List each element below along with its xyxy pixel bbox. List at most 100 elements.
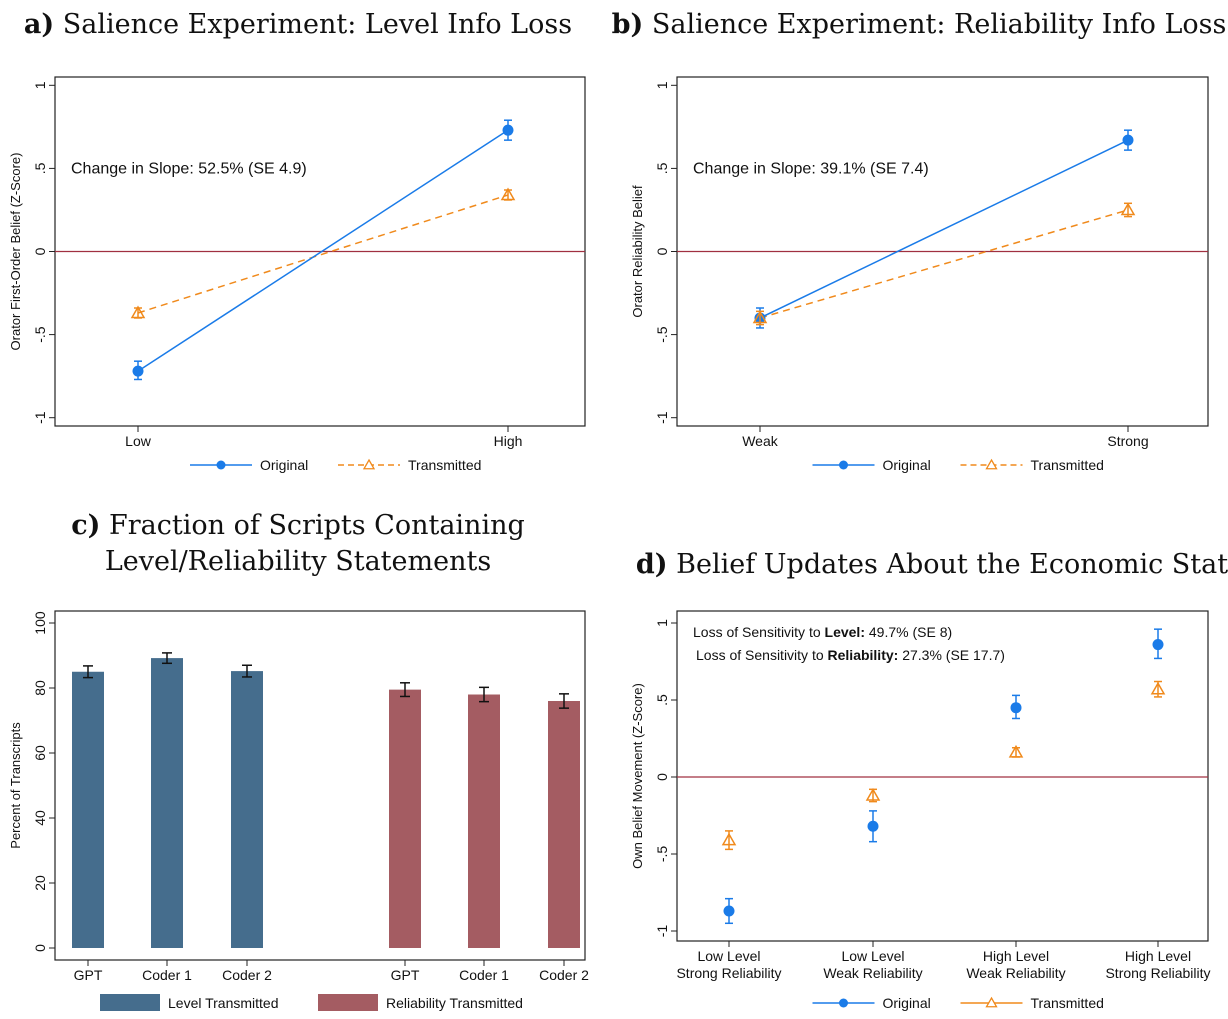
plot-frame bbox=[54, 610, 586, 961]
y-tick-label: 1 bbox=[32, 81, 48, 89]
transmitted-point bbox=[721, 832, 737, 846]
plot-frame bbox=[676, 610, 1209, 942]
y-tick-label: 60 bbox=[32, 745, 48, 761]
legend-swatch-level bbox=[100, 994, 160, 1011]
chart-title-line2: Level/Reliability Statements bbox=[105, 546, 491, 577]
y-tick-label: .5 bbox=[32, 162, 48, 174]
x-tick-label: Coder 1 bbox=[142, 967, 192, 983]
title-text: Fraction of Scripts Containing bbox=[100, 510, 524, 541]
x-tick-label: High bbox=[494, 433, 523, 449]
original-point bbox=[723, 905, 735, 917]
annotation-bold: Reliability: bbox=[828, 647, 899, 663]
reliability-bar bbox=[468, 694, 500, 948]
title-text: Belief Updates About the Economic State bbox=[668, 549, 1228, 580]
x-tick-label: GPT bbox=[391, 967, 420, 983]
x-tick-label: Strong bbox=[1107, 433, 1148, 449]
legend-marker-transmitted bbox=[985, 458, 998, 470]
x-tick-label: GPT bbox=[74, 967, 103, 983]
x-tick-label-line1: High Level bbox=[1125, 948, 1191, 964]
y-axis-label: Orator Reliability Belief bbox=[630, 185, 645, 318]
panel-letter: c) bbox=[71, 510, 100, 541]
legend-label-original: Original bbox=[260, 457, 308, 473]
transmitted-point bbox=[500, 187, 516, 201]
x-tick-label: Coder 1 bbox=[459, 967, 509, 983]
y-tick-label: -1 bbox=[654, 925, 670, 938]
level-bar bbox=[151, 658, 183, 948]
reliability-bar bbox=[548, 701, 580, 948]
sensitivity-annotation: Loss of Sensitivity to Level: 49.7% (SE … bbox=[693, 624, 952, 640]
original-point bbox=[1152, 639, 1164, 651]
transmitted-line bbox=[137, 194, 509, 314]
original-point bbox=[867, 820, 879, 832]
slope-annotation: Change in Slope: 39.1% (SE 7.4) bbox=[693, 160, 929, 177]
legend-marker-original bbox=[839, 998, 848, 1008]
original-point bbox=[502, 124, 514, 136]
legend-label-transmitted: Transmitted bbox=[1031, 457, 1104, 473]
transmitted-point bbox=[1120, 202, 1136, 216]
annotation-bold: Level: bbox=[825, 624, 865, 640]
y-tick-label: 0 bbox=[654, 773, 670, 781]
y-tick-label: 1 bbox=[654, 619, 670, 627]
original-line bbox=[137, 129, 509, 372]
x-tick-label: Low bbox=[125, 433, 152, 449]
legend-swatch-reliability bbox=[318, 994, 378, 1011]
original-point bbox=[1010, 702, 1022, 714]
sensitivity-annotation: Loss of Sensitivity to Reliability: 27.3… bbox=[696, 647, 1005, 663]
x-tick-label-line2: Weak Reliability bbox=[966, 965, 1065, 981]
original-point bbox=[1122, 134, 1134, 146]
panel-d: d) Belief Updates About the Economic Sta… bbox=[630, 549, 1228, 1011]
x-tick-label-line2: Strong Reliability bbox=[1105, 965, 1210, 981]
level-bar bbox=[231, 671, 263, 948]
y-tick-label: 80 bbox=[32, 680, 48, 696]
panel-c: c) Fraction of Scripts Containing Level/R… bbox=[8, 510, 589, 1011]
legend-label-transmitted: Transmitted bbox=[408, 457, 481, 473]
legend-label-level: Level Transmitted bbox=[168, 995, 279, 1011]
legend-marker-transmitted bbox=[362, 458, 376, 470]
title-text: Salience Experiment: Reliability Info Lo… bbox=[643, 9, 1226, 40]
level-bar bbox=[72, 671, 104, 948]
y-tick-label: .5 bbox=[654, 694, 670, 706]
x-tick-label-line2: Strong Reliability bbox=[676, 965, 781, 981]
y-axis-label: Orator First-Order Belief (Z-Score) bbox=[8, 153, 23, 351]
y-tick-label: .5 bbox=[654, 162, 670, 174]
transmitted-line bbox=[759, 209, 1129, 319]
x-tick-label: Weak bbox=[742, 433, 779, 449]
title-text: Salience Experiment: Level Info Loss bbox=[54, 9, 572, 40]
y-tick-label: 0 bbox=[654, 247, 670, 255]
panel-letter: d) bbox=[636, 549, 668, 580]
chart-title: d) Belief Updates About the Economic Sta… bbox=[636, 549, 1228, 580]
chart-title: b) Salience Experiment: Reliability Info… bbox=[612, 9, 1227, 40]
slope-annotation: Change in Slope: 52.5% (SE 4.9) bbox=[71, 160, 307, 177]
chart-title: a) Salience Experiment: Level Info Loss bbox=[24, 9, 572, 40]
transmitted-point bbox=[1008, 744, 1024, 758]
transmitted-point bbox=[752, 310, 768, 324]
y-axis-label: Own Belief Movement (Z-Score) bbox=[630, 683, 645, 869]
transmitted-point bbox=[1150, 681, 1166, 695]
y-tick-label: -.5 bbox=[654, 846, 670, 863]
panel-letter: b) bbox=[612, 9, 644, 40]
x-tick-label-line2: Weak Reliability bbox=[823, 965, 922, 981]
annotation-suffix: 49.7% (SE 8) bbox=[865, 624, 952, 640]
annotation-prefix: Loss of Sensitivity to bbox=[696, 647, 828, 663]
legend-marker-original bbox=[216, 460, 226, 470]
original-line bbox=[759, 139, 1129, 319]
original-point bbox=[132, 365, 144, 377]
y-axis-label: Percent of Transcripts bbox=[8, 722, 23, 849]
legend-label-reliability: Reliability Transmitted bbox=[386, 995, 523, 1011]
legend-marker-transmitted bbox=[985, 996, 998, 1008]
x-tick-label-line1: High Level bbox=[983, 948, 1049, 964]
y-tick-label: -.5 bbox=[32, 326, 48, 343]
annotation-suffix: 27.3% (SE 17.7) bbox=[898, 647, 1005, 663]
annotation-prefix: Loss of Sensitivity to bbox=[693, 624, 825, 640]
y-tick-label: 0 bbox=[32, 247, 48, 255]
legend-label-transmitted: Transmitted bbox=[1031, 995, 1104, 1011]
legend-marker-original bbox=[839, 460, 848, 470]
y-tick-label: 0 bbox=[32, 944, 48, 952]
panel-letter: a) bbox=[24, 9, 54, 40]
legend-label-original: Original bbox=[883, 457, 931, 473]
chart-title: c) Fraction of Scripts Containing bbox=[71, 510, 525, 541]
transmitted-point bbox=[865, 787, 881, 801]
y-tick-label: 100 bbox=[32, 611, 48, 635]
transmitted-point bbox=[130, 305, 146, 319]
